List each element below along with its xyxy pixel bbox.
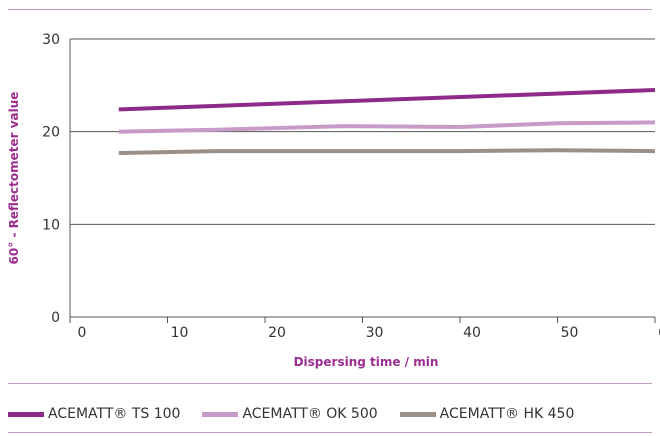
x-axis-title: Dispersing time / min — [294, 355, 439, 369]
y-axis-title: 60° - Reflectometer value — [7, 92, 21, 265]
legend-swatch-ts100 — [8, 411, 44, 417]
grid-layer — [69, 38, 656, 323]
top-rule — [8, 9, 652, 10]
y-tick-label: 20 — [42, 125, 60, 141]
legend-label-ts100: ACEMATT® TS 100 — [48, 406, 181, 422]
tick-layer: 0 10 20 30 0 10 20 30 40 50 60 — [42, 32, 660, 341]
x-tick-label: 0 — [78, 325, 87, 341]
legend-label-hk450: ACEMATT® HK 450 — [439, 406, 575, 422]
line-chart: 0 10 20 30 0 10 20 30 40 50 60 60° - Reflectometer… — [7, 32, 660, 369]
legend-item-hk450: ACEMATT® HK 450 — [399, 406, 575, 422]
x-tick-label: 50 — [561, 325, 579, 341]
middle-rule — [8, 383, 652, 384]
x-tick-label: 10 — [171, 325, 189, 341]
series-line-2 — [118, 148, 656, 155]
x-tick-label: 30 — [366, 325, 384, 341]
x-tick-label: 20 — [268, 325, 286, 341]
legend-item-ok500: ACEMATT® OK 500 — [202, 406, 378, 422]
series-line-0 — [118, 88, 656, 112]
legend-swatch-hk450 — [399, 411, 436, 417]
y-tick-label: 0 — [51, 310, 60, 326]
legend-label-ok500: ACEMATT® OK 500 — [242, 406, 378, 422]
x-tick-label: 40 — [463, 325, 481, 341]
y-tick-label: 10 — [42, 217, 60, 233]
series-line-1 — [118, 120, 656, 134]
series-layer — [118, 88, 656, 155]
legend-swatch-ok500 — [202, 411, 239, 417]
x-tick-label: 60 — [658, 325, 660, 341]
legend: ACEMATT® TS 100 ACEMATT® OK 500 ACEMATT®… — [8, 406, 596, 422]
legend-item-ts100: ACEMATT® TS 100 — [8, 406, 180, 422]
bottom-rule — [8, 432, 652, 433]
y-tick-label: 30 — [42, 32, 60, 48]
